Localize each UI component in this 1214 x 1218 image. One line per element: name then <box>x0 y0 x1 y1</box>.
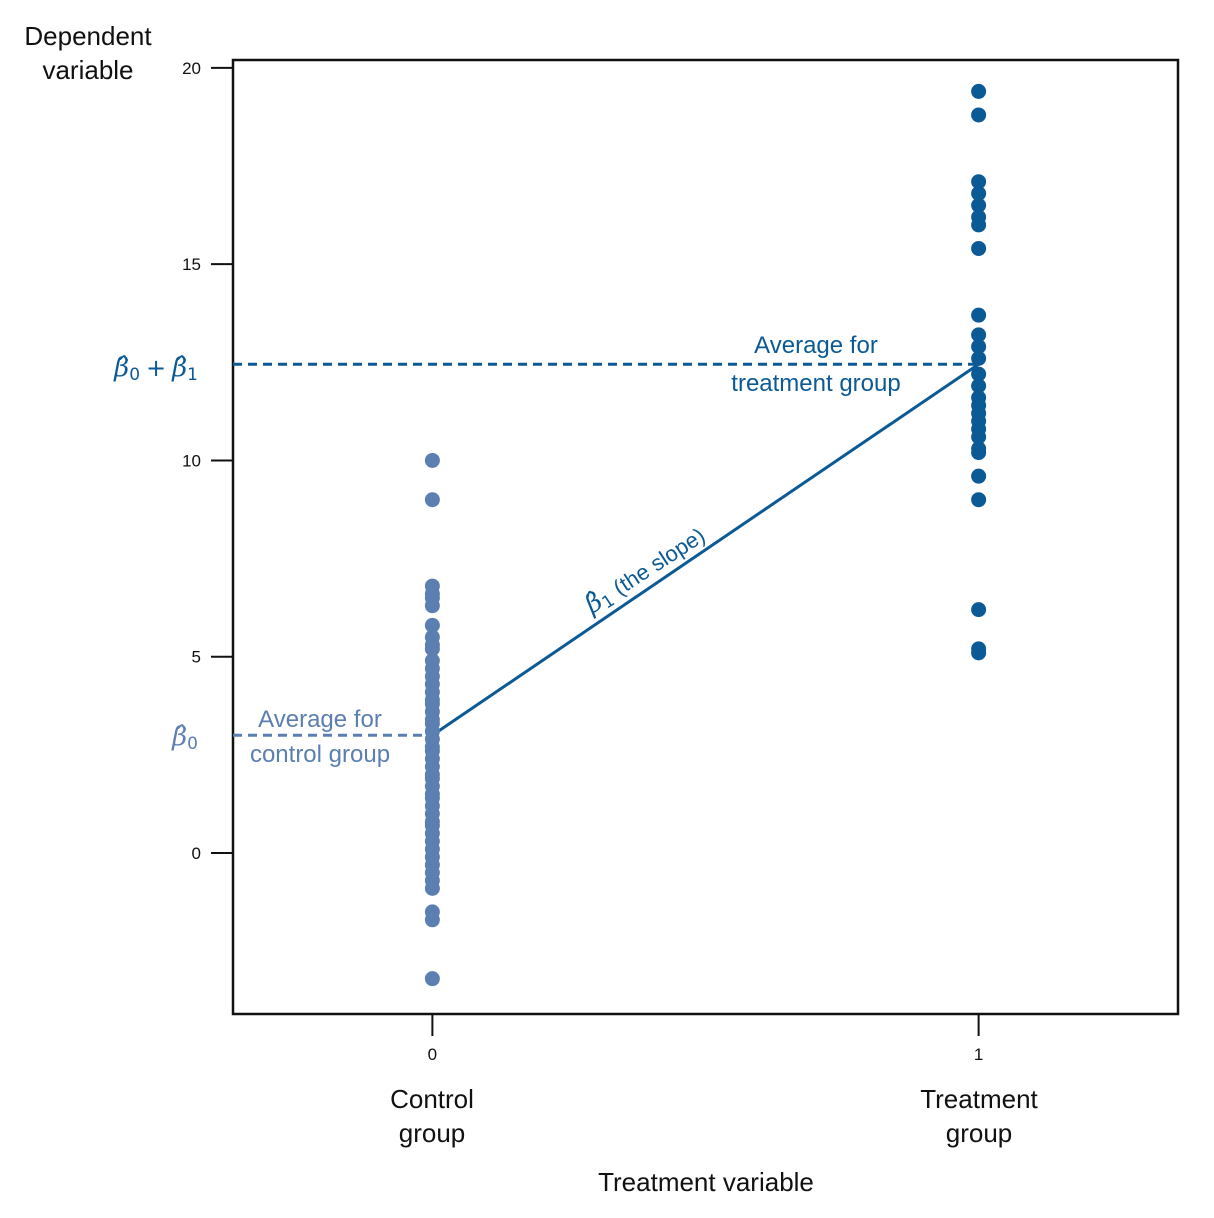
beta0-axis-label: β̂0 <box>171 722 198 754</box>
treatment-point <box>971 445 987 461</box>
x-group-label-treatment-line2: group <box>946 1118 1013 1148</box>
beta0-plus-beta1-axis-label: β̂0 + β̂1 <box>113 353 198 385</box>
control-average-label-line2: control group <box>250 741 390 768</box>
control-point <box>424 452 440 468</box>
y-tick-label: 15 <box>182 255 201 274</box>
treatment-point <box>971 339 987 355</box>
y-axis-title-line2: variable <box>42 55 133 85</box>
control-point <box>424 880 440 896</box>
treatment-point <box>971 378 987 394</box>
slope-text: (the slope) <box>609 523 710 601</box>
y-axis-title-line1: Dependent <box>24 21 152 51</box>
x-group-label-treatment-line1: Treatment <box>920 1084 1038 1114</box>
treatment-point <box>971 492 987 508</box>
treatment-point <box>971 185 987 201</box>
x-tick-label: 0 <box>428 1045 437 1064</box>
beta0-subscript-upper: 0 <box>129 365 140 385</box>
treatment-point <box>971 107 987 123</box>
plus-sign: + <box>146 354 166 382</box>
beta0-symbol-upper: β̂ <box>113 353 129 383</box>
slope-line <box>431 363 980 737</box>
y-tick-label: 20 <box>182 59 201 78</box>
treatment-point <box>971 307 987 323</box>
x-group-label-control-line1: Control <box>390 1084 474 1114</box>
treatment-average-label-line2: treatment group <box>731 370 900 397</box>
x-tick-label: 1 <box>974 1045 983 1064</box>
control-point <box>424 971 440 987</box>
control-point <box>424 598 440 614</box>
beta1-subscript-upper: 1 <box>187 365 198 385</box>
y-tick-label: 10 <box>182 451 201 470</box>
y-tick-label: 0 <box>192 844 201 863</box>
treatment-point <box>971 217 987 233</box>
treatment-point <box>971 350 987 366</box>
treatment-point <box>971 602 987 618</box>
beta0-symbol: β̂ <box>171 722 187 752</box>
control-point <box>424 617 440 633</box>
treatment-point <box>971 327 987 343</box>
treatment-point <box>971 174 987 190</box>
y-tick-label: 5 <box>192 648 201 667</box>
treatment-point <box>971 645 987 661</box>
beta0-subscript: 0 <box>187 734 198 754</box>
treatment-point <box>971 83 987 99</box>
treatment-point <box>971 429 987 445</box>
control-point <box>424 641 440 657</box>
beta1-symbol-upper: β̂ <box>171 353 187 383</box>
treatment-point <box>971 366 987 382</box>
x-axis-title: Treatment variable <box>598 1167 814 1197</box>
treatment-point <box>971 197 987 213</box>
slope-annotation: β̂1(the slope) <box>579 520 712 622</box>
x-group-label-control-line2: group <box>399 1118 466 1148</box>
control-point <box>424 492 440 508</box>
plot-frame <box>231 58 1180 1016</box>
control-average-label-line1: Average for <box>258 706 382 733</box>
treatment-point <box>971 468 987 484</box>
treatment-average-label-line1: Average for <box>754 332 878 359</box>
control-point <box>424 912 440 928</box>
treatment-point <box>971 240 987 256</box>
